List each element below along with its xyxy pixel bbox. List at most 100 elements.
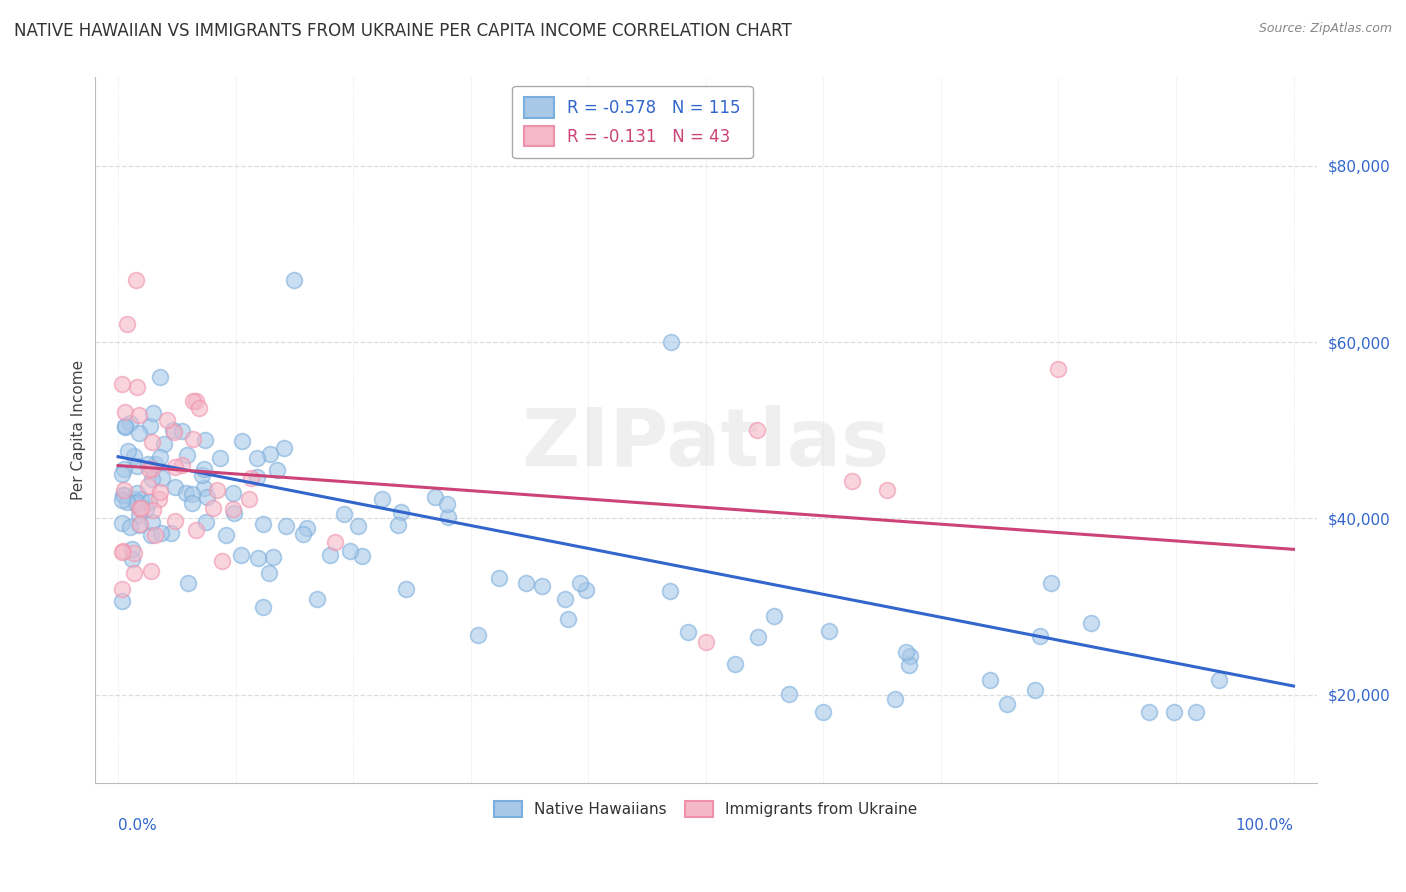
Point [188, 401, 211, 415]
Text: ZIPatlas: ZIPatlas [522, 405, 890, 483]
Point [676, 624, 699, 639]
Point [222, 485, 245, 500]
Point [177, 575, 200, 590]
Point [114, 420, 136, 434]
Point [129, 516, 152, 531]
Point [898, 648, 921, 663]
Point [339, 543, 361, 558]
Point [141, 434, 163, 449]
Point [114, 483, 136, 498]
Point [111, 488, 134, 502]
Point [762, 609, 785, 624]
Point [172, 425, 194, 439]
Point [252, 516, 274, 531]
Point [389, 505, 412, 519]
Point [128, 408, 150, 422]
Point [150, 526, 173, 541]
Point [128, 501, 150, 516]
Point [1184, 706, 1206, 720]
Text: Source: ZipAtlas.com: Source: ZipAtlas.com [1258, 22, 1392, 36]
Point [395, 582, 418, 597]
Point [778, 687, 800, 701]
Point [1137, 706, 1160, 720]
Point [141, 462, 163, 476]
Point [897, 658, 920, 673]
Point [110, 467, 132, 481]
Point [467, 628, 489, 642]
Point [193, 433, 215, 447]
Point [323, 535, 346, 549]
Point [841, 475, 863, 489]
Point [162, 423, 184, 437]
Point [165, 480, 187, 494]
Point [274, 518, 297, 533]
Point [813, 706, 835, 720]
Point [122, 546, 145, 560]
Point [307, 591, 329, 606]
Point [110, 545, 132, 559]
Point [127, 495, 149, 509]
Point [554, 592, 576, 607]
Point [129, 492, 152, 507]
Point [531, 579, 554, 593]
Point [128, 425, 150, 440]
Text: NATIVE HAWAIIAN VS IMMIGRANTS FROM UKRAINE PER CAPITA INCOME CORRELATION CHART: NATIVE HAWAIIAN VS IMMIGRANTS FROM UKRAI… [14, 22, 792, 40]
Point [436, 497, 458, 511]
Point [247, 551, 270, 566]
Point [1163, 706, 1185, 720]
Point [125, 458, 148, 473]
Point [124, 566, 146, 580]
Point [231, 434, 253, 449]
Point [229, 548, 252, 562]
Point [121, 552, 143, 566]
Point [266, 463, 288, 477]
Point [724, 657, 747, 672]
Point [121, 541, 143, 556]
Point [176, 448, 198, 462]
Point [1208, 673, 1230, 688]
Point [195, 491, 218, 505]
Point [174, 486, 197, 500]
Point [238, 491, 260, 506]
Point [371, 492, 394, 507]
Point [139, 528, 162, 542]
Point [165, 514, 187, 528]
Point [745, 423, 768, 437]
Point [659, 334, 682, 349]
Point [201, 500, 224, 515]
Point [333, 507, 356, 521]
Point [319, 549, 342, 563]
Point [114, 404, 136, 418]
Point [149, 484, 172, 499]
Point [884, 691, 907, 706]
Text: 100.0%: 100.0% [1236, 818, 1294, 833]
Point [191, 467, 214, 482]
Point [112, 488, 135, 502]
Point [125, 273, 148, 287]
Point [186, 394, 208, 409]
Point [142, 503, 165, 517]
Point [139, 419, 162, 434]
Point [111, 544, 134, 558]
Point [138, 495, 160, 509]
Point [111, 492, 134, 507]
Point [163, 460, 186, 475]
Point [295, 521, 318, 535]
Point [110, 594, 132, 608]
Point [150, 471, 173, 485]
Point [979, 673, 1001, 687]
Point [128, 508, 150, 523]
Point [170, 458, 193, 472]
Point [143, 457, 166, 471]
Point [352, 549, 374, 563]
Point [131, 500, 153, 515]
Point [222, 507, 245, 521]
Point [1040, 576, 1063, 591]
Point [695, 635, 717, 649]
Point [568, 575, 591, 590]
Point [211, 554, 233, 568]
Point [488, 571, 510, 585]
Point [747, 630, 769, 644]
Point [257, 566, 280, 580]
Point [149, 450, 172, 464]
